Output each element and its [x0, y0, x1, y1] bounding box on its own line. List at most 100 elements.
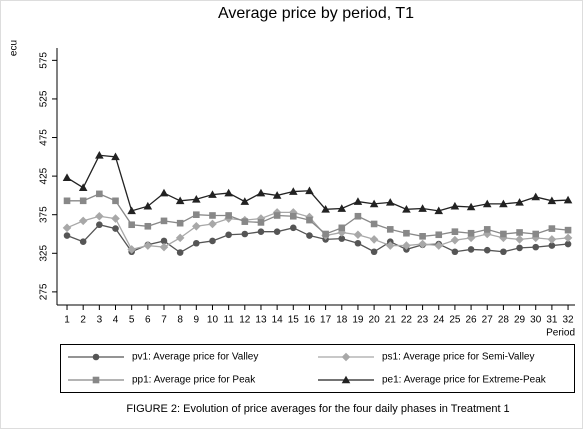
point: [353, 230, 363, 240]
point: [403, 229, 410, 237]
point: [273, 228, 281, 235]
point: [160, 217, 168, 225]
point: [79, 238, 87, 246]
x-tick-label: 29: [514, 315, 526, 326]
legend-marker: [92, 376, 100, 384]
y-tick-label: 275: [39, 283, 50, 300]
legend-label: ps1: Average price for Semi-Valley: [382, 352, 534, 363]
x-tick-label: 31: [546, 315, 558, 326]
point: [160, 237, 168, 245]
point: [96, 190, 103, 198]
point: [225, 231, 232, 239]
point: [225, 212, 232, 219]
point: [499, 199, 508, 208]
point: [483, 246, 491, 254]
x-tick-label: 13: [255, 315, 267, 326]
point: [112, 225, 119, 232]
x-tick-label: 20: [369, 315, 381, 326]
point: [563, 195, 573, 204]
x-tick-label: 16: [304, 315, 316, 326]
point: [483, 226, 491, 233]
x-tick-label: 12: [239, 315, 251, 326]
point: [563, 233, 573, 243]
y-tick-label: 375: [39, 206, 50, 223]
point: [402, 205, 411, 213]
x-tick-label: 28: [498, 315, 510, 326]
point: [273, 212, 281, 219]
y-tick-label: 325: [39, 245, 50, 262]
point: [208, 219, 217, 229]
x-tick-label: 15: [288, 315, 300, 326]
point: [257, 228, 265, 235]
point: [338, 224, 346, 232]
y-tick-label: 525: [39, 90, 50, 107]
point: [209, 212, 216, 219]
point: [78, 183, 88, 191]
point: [548, 225, 556, 232]
point: [96, 221, 103, 229]
point: [241, 230, 249, 238]
point: [547, 235, 557, 244]
x-tick-label: 17: [320, 315, 332, 326]
point: [127, 206, 136, 215]
point: [257, 219, 265, 226]
point: [466, 202, 476, 211]
point: [338, 235, 346, 242]
point: [95, 150, 104, 159]
point: [192, 221, 201, 231]
legend-marker: [341, 375, 351, 384]
point: [127, 245, 136, 254]
point: [451, 248, 459, 256]
point: [451, 228, 459, 235]
x-tick-label: 4: [113, 315, 119, 326]
x-tick-label: 21: [385, 315, 397, 326]
legend-label: pp1: Average price for Peak: [132, 375, 256, 386]
point: [353, 197, 363, 205]
legend-label: pv1: Average price for Valley: [132, 352, 258, 363]
point: [305, 186, 314, 195]
point: [547, 196, 557, 205]
point: [175, 233, 185, 243]
point: [209, 237, 216, 245]
point: [385, 241, 395, 250]
x-tick-label: 1: [64, 315, 70, 326]
point: [322, 230, 329, 238]
x-axis-label: Period: [546, 328, 575, 339]
legend-label: pe1: Average price for Extreme-Peak: [382, 375, 547, 386]
point: [450, 235, 460, 245]
point: [386, 226, 394, 233]
point: [500, 230, 507, 238]
legend-marker: [92, 353, 100, 361]
point: [354, 212, 362, 220]
point: [467, 229, 475, 237]
point: [289, 187, 298, 195]
point: [224, 188, 233, 197]
point: [62, 173, 72, 181]
point: [337, 204, 347, 212]
point: [176, 249, 184, 256]
x-tick-label: 9: [194, 315, 200, 326]
point: [272, 191, 282, 199]
legend: [60, 344, 575, 393]
point: [532, 243, 540, 251]
point: [193, 211, 200, 219]
x-tick-label: 18: [336, 315, 348, 326]
point: [564, 226, 572, 234]
point: [435, 231, 443, 239]
point: [354, 239, 362, 247]
point: [176, 219, 184, 227]
x-tick-label: 5: [129, 315, 135, 326]
point: [385, 198, 395, 206]
x-tick-label: 14: [272, 315, 284, 326]
point: [112, 197, 119, 205]
point: [63, 197, 71, 205]
point: [434, 206, 444, 215]
x-tick-label: 7: [161, 315, 167, 326]
y-tick-label: 425: [39, 167, 50, 184]
y-axis-label: ecu: [9, 40, 20, 56]
point: [499, 233, 508, 243]
point: [531, 192, 541, 201]
x-tick-label: 32: [562, 315, 574, 326]
x-tick-label: 10: [207, 315, 219, 326]
